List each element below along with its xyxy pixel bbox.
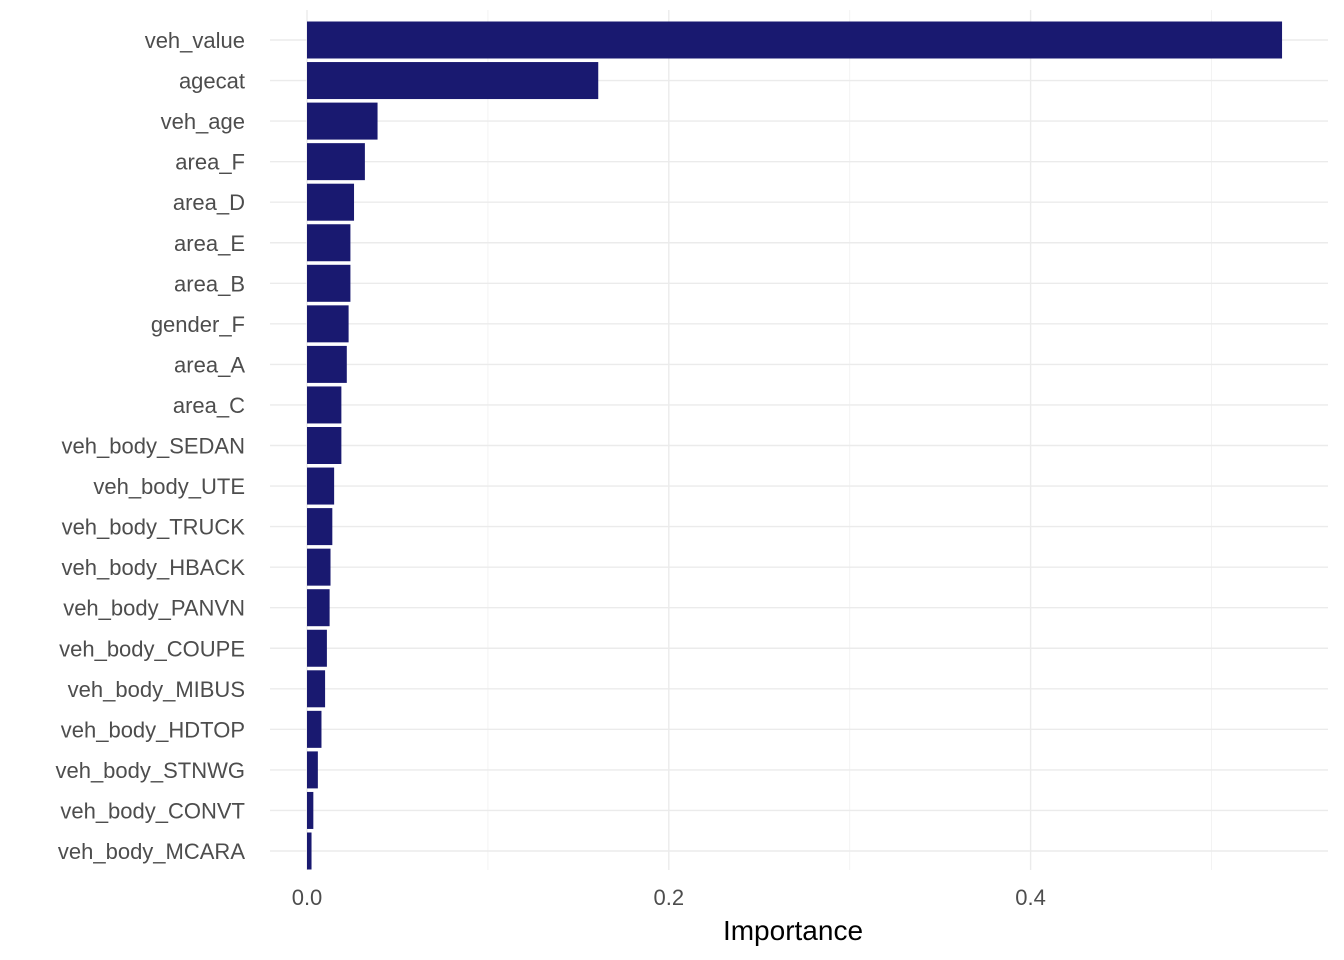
y-tick-label: veh_body_TRUCK	[62, 515, 246, 540]
bar-veh_body_UTE	[307, 467, 335, 505]
y-tick-label: gender_F	[151, 312, 245, 337]
bar-area_C	[307, 386, 342, 424]
x-tick-label: 0.0	[292, 885, 323, 910]
bar-veh_value	[307, 21, 1283, 59]
bar-gender_F	[307, 305, 349, 343]
bar-layer	[307, 21, 1283, 870]
y-tick-label: veh_body_MIBUS	[68, 677, 245, 702]
y-tick-label: area_E	[174, 231, 245, 256]
y-tick-label: veh_body_PANVN	[63, 596, 245, 621]
bar-area_F	[307, 143, 365, 181]
y-tick-label: area_D	[173, 190, 245, 215]
x-axis-labels: 0.0 0.2 0.4	[292, 885, 1046, 910]
bar-area_E	[307, 224, 351, 262]
bar-veh_age	[307, 102, 378, 140]
y-tick-label: veh_body_STNWG	[55, 758, 245, 783]
bar-veh_body_HDTOP	[307, 710, 322, 748]
y-tick-label: veh_body_COUPE	[59, 636, 245, 661]
y-tick-label: veh_body_HDTOP	[61, 717, 245, 742]
y-tick-label: veh_body_MCARA	[58, 839, 245, 864]
bar-veh_body_SEDAN	[307, 427, 342, 464]
bar-area_D	[307, 183, 355, 221]
y-tick-label: area_C	[173, 393, 245, 418]
y-tick-label: area_A	[174, 352, 245, 377]
grid-layer	[270, 10, 1328, 870]
y-tick-label: area_B	[174, 271, 245, 296]
bar-agecat	[307, 62, 599, 100]
bar-veh_body_PANVN	[307, 589, 330, 627]
x-axis-title: Importance	[723, 915, 863, 946]
y-tick-label: veh_age	[161, 109, 245, 134]
bar-area_A	[307, 345, 347, 383]
y-tick-label: veh_body_HBACK	[62, 555, 246, 580]
y-tick-label: veh_value	[145, 28, 245, 53]
y-tick-label: veh_body_SEDAN	[62, 434, 245, 459]
bar-veh_body_COUPE	[307, 629, 327, 667]
bar-veh_body_CONVT	[307, 791, 314, 829]
bar-veh_body_TRUCK	[307, 508, 333, 546]
bar-veh_body_STNWG	[307, 751, 318, 789]
y-tick-label: agecat	[179, 69, 245, 94]
y-tick-label: veh_body_CONVT	[60, 798, 245, 823]
bar-veh_body_MCARA	[307, 832, 312, 870]
y-tick-label: veh_body_UTE	[93, 474, 245, 499]
bar-veh_body_MIBUS	[307, 670, 326, 708]
y-tick-label: area_F	[175, 150, 245, 175]
x-tick-label: 0.2	[654, 885, 685, 910]
x-tick-label: 0.4	[1015, 885, 1046, 910]
bar-area_B	[307, 264, 351, 302]
bar-veh_body_HBACK	[307, 548, 331, 586]
